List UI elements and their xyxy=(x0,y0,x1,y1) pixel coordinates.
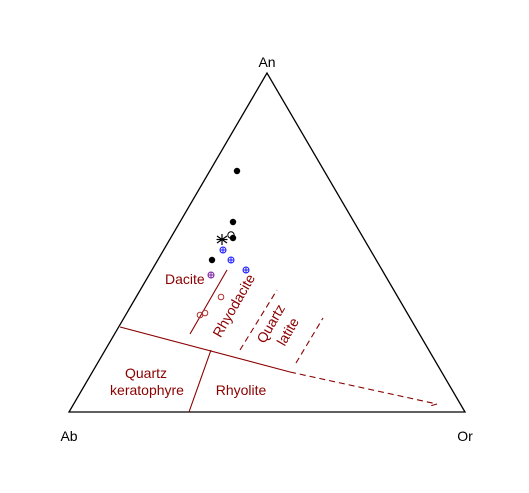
sample-point xyxy=(217,293,225,301)
field-label-quartz-keratophyre-1: Quartz xyxy=(125,365,167,381)
circle-plus-icon xyxy=(207,271,215,279)
asterisk-icon xyxy=(216,234,228,245)
field-boundaries xyxy=(119,269,291,413)
sample-point xyxy=(229,218,237,226)
boundary-keratophyre-rhyolite xyxy=(188,349,212,413)
circle-plus-icon xyxy=(219,246,227,254)
field-label-dacite: Dacite xyxy=(165,271,205,287)
sample-point xyxy=(208,256,216,264)
samples-filled-circle xyxy=(208,167,241,264)
circle-plus-icon xyxy=(227,256,235,264)
field-label-rhyodacite: Rhyodacite xyxy=(209,271,258,340)
boundary-rhyodacite-quartzlatite xyxy=(239,289,278,351)
vertex-label-or: Or xyxy=(457,428,473,444)
field-boundaries-dashed xyxy=(239,289,438,407)
boundary-right-tick xyxy=(429,403,438,407)
vertex-label-ab: Ab xyxy=(60,428,77,444)
sample-point-open xyxy=(227,231,235,239)
sample-point xyxy=(201,309,209,317)
field-label-rhyolite: Rhyolite xyxy=(216,382,267,398)
boundary-quartzlatite-right xyxy=(295,317,324,364)
boundary-lower-dashed xyxy=(289,371,438,405)
ternary-frame xyxy=(67,71,467,413)
field-label-quartz-keratophyre-2: keratophyre xyxy=(110,382,184,398)
circle-plus-icon xyxy=(242,266,250,274)
vertex-label-an: An xyxy=(258,54,275,70)
sample-point xyxy=(233,167,241,175)
boundary-lower xyxy=(119,326,291,373)
samples-open-circle xyxy=(196,293,225,319)
samples-circle-plus xyxy=(207,246,250,279)
boundary-dacite-rhyodacite xyxy=(189,269,228,335)
